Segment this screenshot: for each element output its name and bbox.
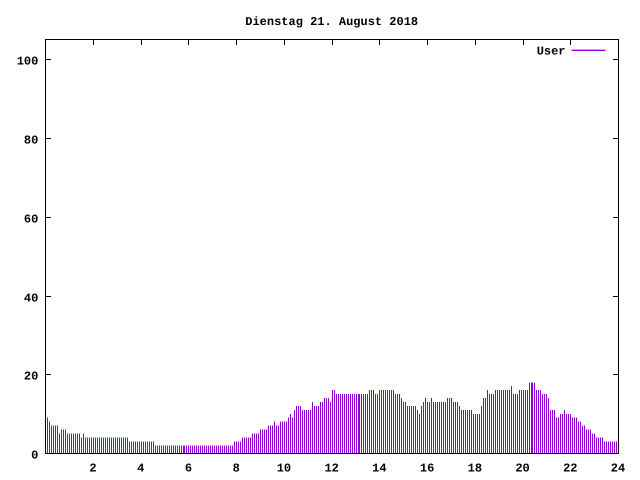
svg-text:10: 10 (277, 461, 291, 475)
svg-text:100: 100 (17, 54, 39, 68)
svg-text:2: 2 (89, 461, 96, 475)
svg-text:Dienstag 21. August 2018: Dienstag 21. August 2018 (245, 15, 418, 29)
svg-text:22: 22 (563, 461, 577, 475)
svg-text:14: 14 (372, 461, 386, 475)
svg-text:8: 8 (233, 461, 240, 475)
svg-text:20: 20 (24, 369, 38, 383)
svg-text:12: 12 (324, 461, 338, 475)
svg-text:60: 60 (24, 212, 38, 226)
svg-text:20: 20 (515, 461, 529, 475)
svg-text:16: 16 (420, 461, 434, 475)
svg-text:0: 0 (31, 448, 38, 462)
svg-text:User: User (537, 45, 566, 59)
svg-text:4: 4 (137, 461, 144, 475)
svg-text:6: 6 (185, 461, 192, 475)
svg-text:80: 80 (24, 133, 38, 147)
svg-text:18: 18 (468, 461, 482, 475)
svg-text:40: 40 (24, 291, 38, 305)
svg-text:24: 24 (611, 461, 625, 475)
